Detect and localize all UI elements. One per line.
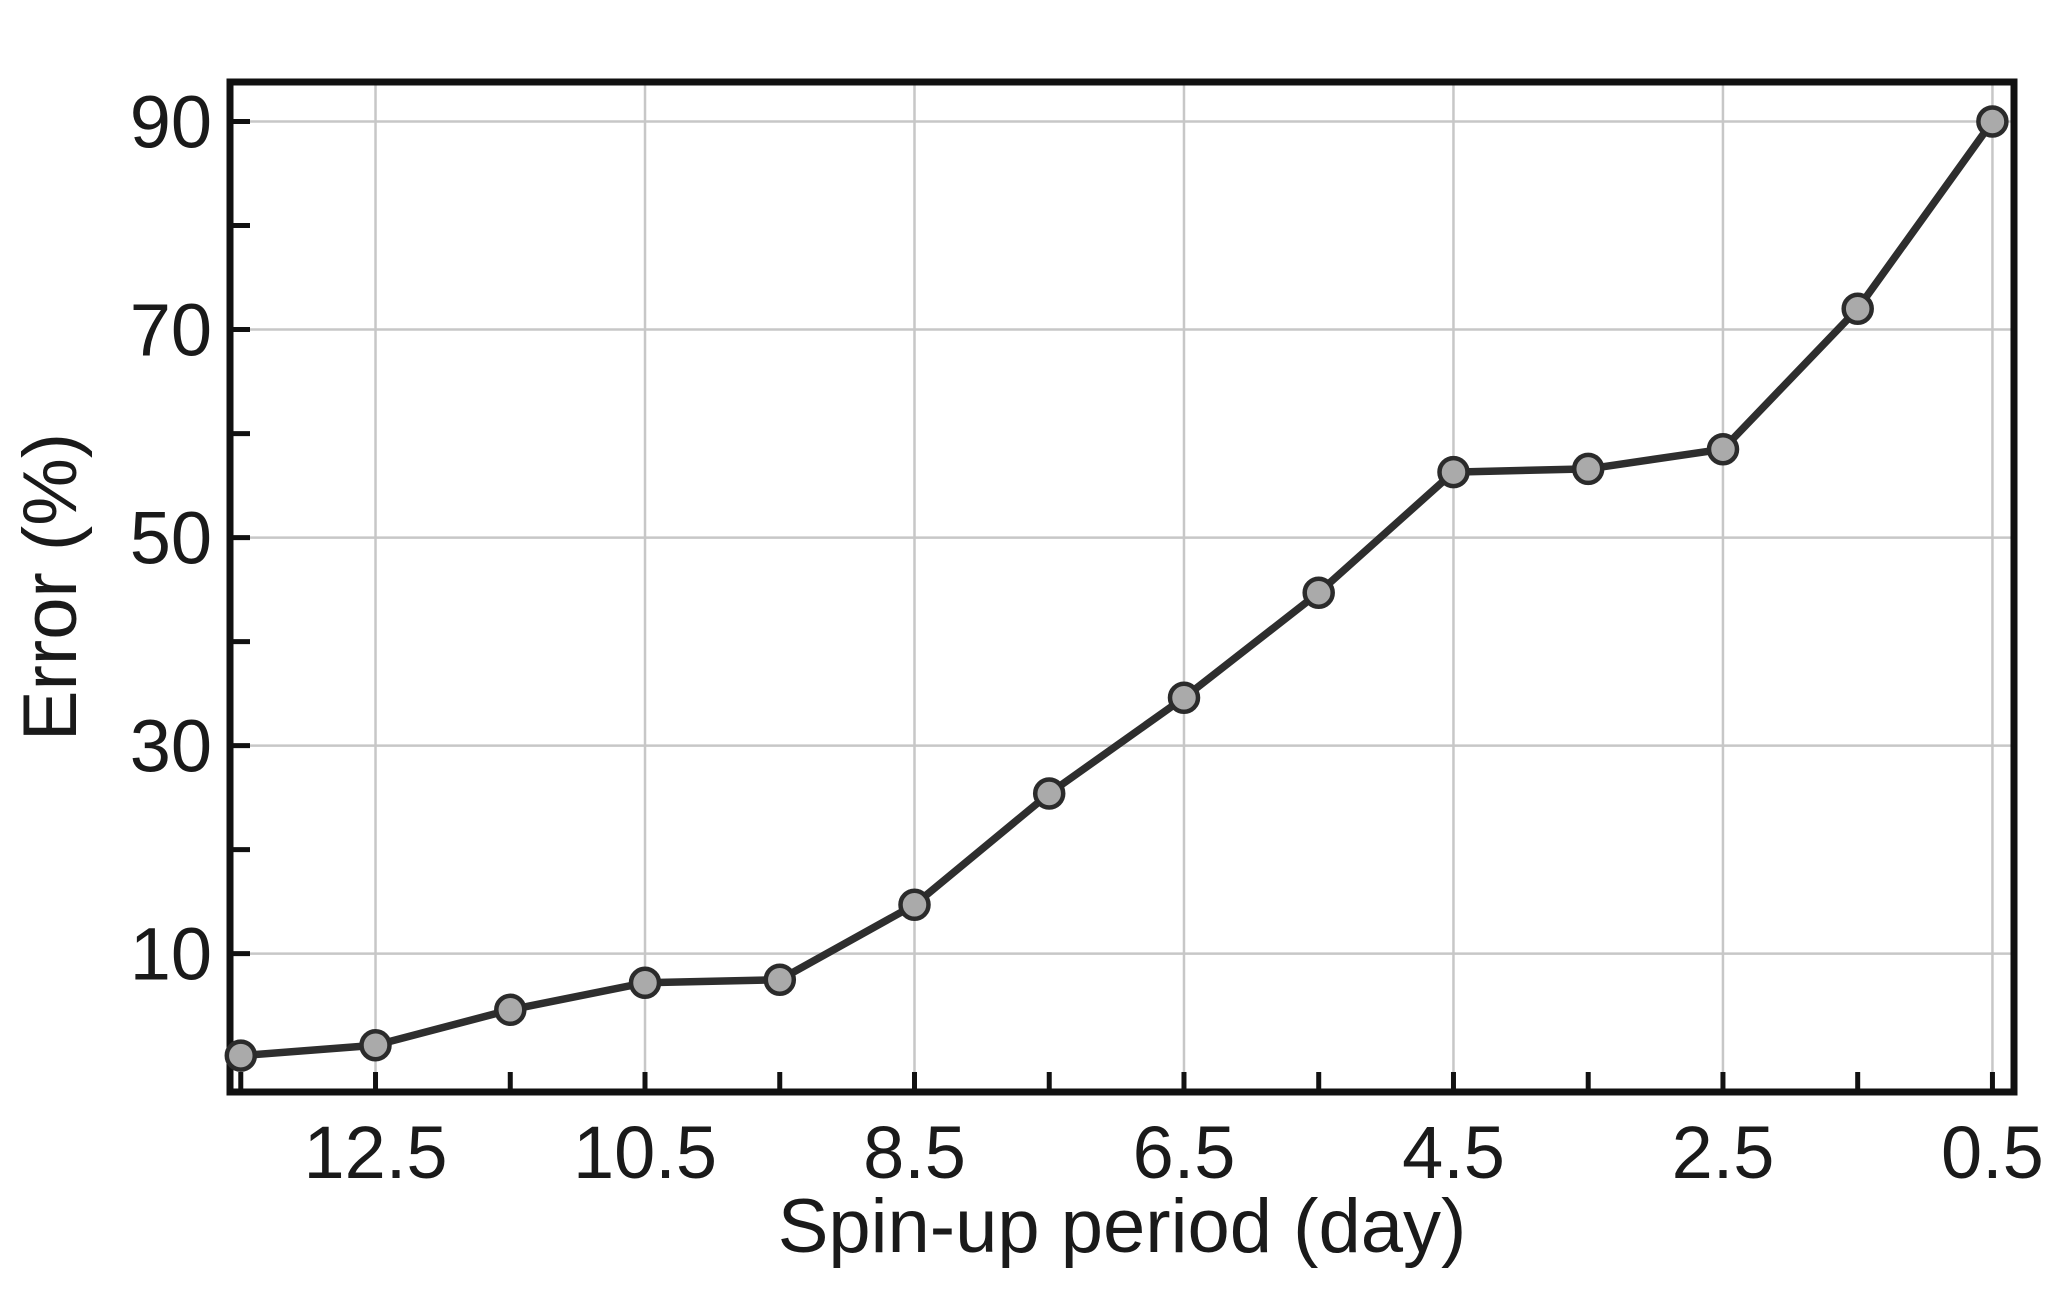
- axis-ticks: [230, 119, 1995, 1092]
- data-point-marker: [1302, 576, 1335, 609]
- data-point-marker: [359, 1028, 392, 1062]
- data-point-marker: [1706, 432, 1740, 466]
- x-tick-label: 6.5: [1133, 1111, 1236, 1194]
- data-point-marker: [224, 1039, 258, 1072]
- data-point-marker: [1841, 292, 1874, 326]
- data-point-marker: [1976, 105, 2009, 138]
- x-tick-label: 4.5: [1402, 1111, 1505, 1194]
- x-tick-label: 12.5: [303, 1111, 447, 1194]
- y-tick-label: 50: [130, 497, 212, 580]
- y-axis-title: Error (%): [8, 433, 93, 741]
- data-point-marker: [898, 888, 931, 922]
- data-point-marker: [1571, 452, 1605, 486]
- x-tick-label: 10.5: [573, 1111, 717, 1194]
- y-tick-label: 70: [130, 289, 212, 372]
- y-tick-label: 10: [130, 913, 212, 996]
- data-point-marker: [494, 993, 527, 1027]
- x-tick-label: 0.5: [1941, 1111, 2044, 1194]
- y-tick-labels: 10 30 50 70 90: [130, 80, 212, 995]
- plot-border: [226, 78, 2018, 1096]
- data-point-marker: [628, 966, 662, 1000]
- x-tick-label: 8.5: [863, 1111, 966, 1194]
- x-tick-label: 2.5: [1672, 1111, 1775, 1194]
- data-point-marker: [1437, 455, 1470, 489]
- data-point-marker: [763, 963, 797, 996]
- data-series: [224, 105, 2009, 1072]
- data-point-marker: [1032, 777, 1066, 810]
- x-tick-labels: 12.5 10.5 8.5 6.5 4.5 2.5 0.5: [303, 1111, 2043, 1194]
- series-line: [237, 117, 1997, 1060]
- y-tick-label: 30: [130, 705, 212, 788]
- x-axis-title: Spin-up period (day): [778, 1184, 1467, 1269]
- y-tick-label: 90: [130, 80, 212, 163]
- gridlines: [230, 82, 2014, 1092]
- data-point-marker: [1167, 681, 1201, 715]
